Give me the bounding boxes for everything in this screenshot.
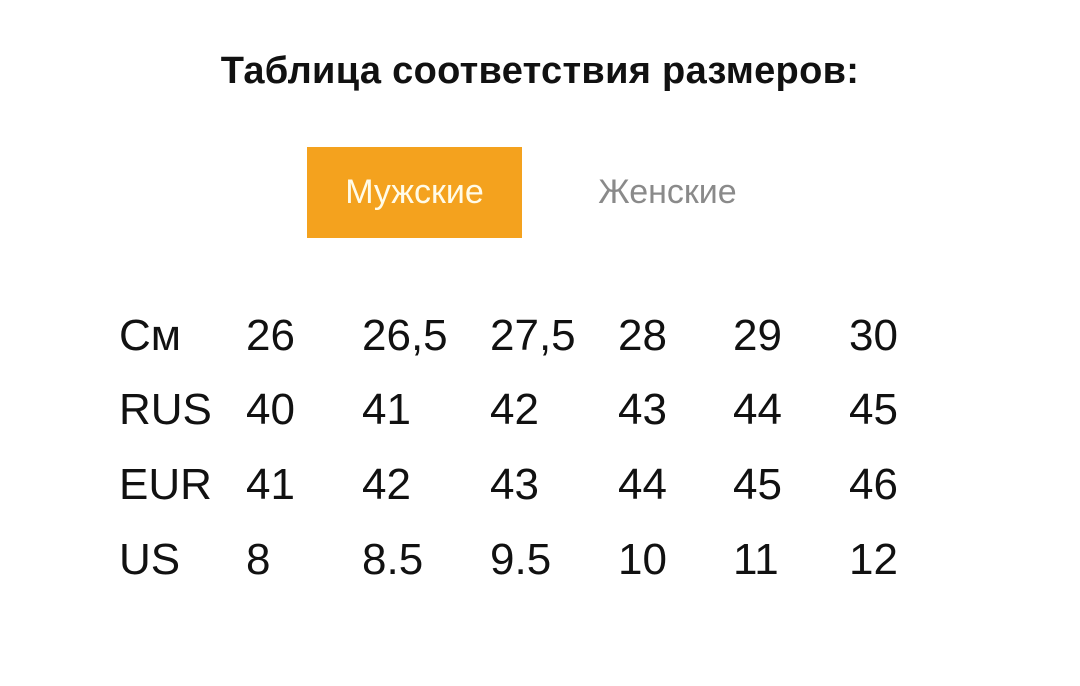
table-cell: 10 <box>618 535 667 584</box>
table-cell: 29 <box>733 311 782 360</box>
table-cell: 42 <box>362 460 411 509</box>
table-cell: 43 <box>490 460 539 509</box>
table-cell: 8.5 <box>362 535 424 584</box>
page-title: Таблица соответствия размеров: <box>220 50 860 92</box>
table-cell: 44 <box>618 460 667 509</box>
table-cell: 27,5 <box>490 311 576 360</box>
table-cell: 40 <box>246 385 295 434</box>
table-cell: 26 <box>246 311 295 360</box>
row-label: EUR <box>119 460 212 509</box>
table-cell: 45 <box>733 460 782 509</box>
table-cell: 42 <box>490 385 539 434</box>
table-row: См 26 26,5 27,5 28 29 30 <box>0 306 1080 366</box>
row-label: US <box>119 535 181 584</box>
table-cell: 41 <box>362 385 411 434</box>
table-cell: 41 <box>246 460 295 509</box>
table-row: EUR 41 42 43 44 45 46 <box>0 455 1080 515</box>
tab-women[interactable]: Женские <box>598 173 737 211</box>
table-cell: 28 <box>618 311 667 360</box>
table-cell: 44 <box>733 385 782 434</box>
table-cell: 9.5 <box>490 535 552 584</box>
table-cell: 26,5 <box>362 311 448 360</box>
table-cell: 8 <box>246 535 271 584</box>
table-cell: 46 <box>849 460 898 509</box>
row-label: См <box>119 311 182 360</box>
tab-men[interactable]: Мужские <box>307 147 522 238</box>
table-row: US 8 8.5 9.5 10 11 12 <box>0 530 1080 590</box>
table-row: RUS 40 41 42 43 44 45 <box>0 380 1080 440</box>
table-cell: 12 <box>849 535 898 584</box>
table-cell: 11 <box>733 535 779 584</box>
row-label: RUS <box>119 385 212 434</box>
table-cell: 43 <box>618 385 667 434</box>
table-cell: 30 <box>849 311 898 360</box>
table-cell: 45 <box>849 385 898 434</box>
